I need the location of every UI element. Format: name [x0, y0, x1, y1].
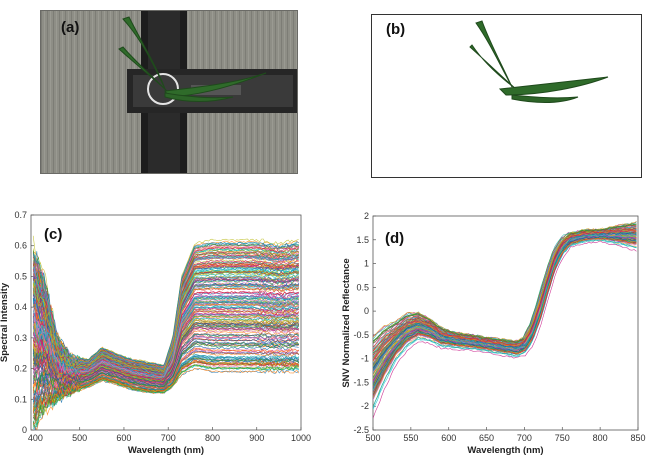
chart-c-svg: 400 500 600 700 800 900 1000 0 0.1 0.2 0.3 0.4 0.5 0.…	[0, 210, 311, 456]
y-tick-label: 0.2	[14, 364, 27, 374]
segmented-leaf	[469, 20, 609, 103]
x-tick-label: 600	[441, 433, 456, 443]
segmented-panel-b: (b)	[371, 14, 642, 178]
spectrum-line	[32, 306, 300, 380]
y-tick-label: 0	[22, 425, 27, 435]
y-tick-label: -2	[361, 401, 369, 411]
x-tick-label: 550	[403, 433, 418, 443]
y-tick-label: 0.5	[14, 271, 27, 281]
y-tick-label: -1.5	[353, 377, 369, 387]
spectrum-line	[32, 360, 299, 412]
chart-d: 500 550 600 650 700 750 800 850 -2.5 -2 -1.5 -1 -0.5…	[325, 205, 650, 462]
snv-line	[373, 223, 637, 344]
leaf-photo	[41, 11, 297, 173]
y-tick-label: 0.6	[14, 241, 27, 251]
x-tick-label: 600	[116, 433, 131, 443]
snv-line	[373, 235, 637, 382]
snv-line	[373, 221, 637, 342]
y-tick-label: 1.5	[356, 235, 369, 245]
snv-line	[373, 239, 637, 408]
x-tick-label: 750	[555, 433, 570, 443]
y-tick-label: 1	[364, 259, 369, 269]
x-tick-label: 700	[161, 433, 176, 443]
spectrum-line	[33, 361, 300, 425]
series-group	[373, 221, 637, 419]
x-tick-label: 400	[28, 433, 43, 443]
spectrum-line	[33, 326, 299, 385]
chart-d-svg: 500 550 600 650 700 750 800 850 -2.5 -2 -1.5 -1 -0.5…	[341, 211, 646, 456]
panel-label-b: (b)	[386, 21, 406, 38]
spectrum-line	[32, 364, 299, 428]
spectrum-line	[32, 284, 299, 375]
spectrum-line	[32, 318, 299, 382]
x-tick-label: 1000	[291, 433, 311, 443]
snv-line	[373, 223, 637, 344]
spectrum-line	[32, 349, 299, 402]
x-tick-label: 500	[72, 433, 87, 443]
panel-label-a: (a)	[61, 19, 80, 36]
y-tick-label: 0.3	[14, 333, 27, 343]
snv-line	[373, 227, 637, 356]
series-group	[32, 235, 300, 430]
x-tick-label: 900	[249, 433, 264, 443]
x-tick-label: 800	[593, 433, 608, 443]
chart-c: 400 500 600 700 800 900 1000 0 0.1 0.2 0.3 0.4 0.5 0.…	[0, 205, 318, 462]
spectrum-line	[32, 256, 299, 370]
x-tick-label: 800	[205, 433, 220, 443]
x-axis-title: Wavelength (nm)	[467, 445, 543, 456]
photo-panel-a: (a)	[40, 10, 298, 174]
y-axis-title: SNV Normalized Reflectance	[341, 258, 352, 387]
sample-ring	[147, 73, 179, 105]
y-tick-label: 2	[364, 211, 369, 221]
panel-label-c: (c)	[44, 226, 62, 243]
snv-line	[373, 235, 637, 389]
y-tick-label: 0.1	[14, 394, 27, 404]
spectrum-line	[32, 341, 300, 391]
y-tick-label: 0.5	[356, 282, 369, 292]
spectrum-line	[32, 271, 299, 373]
x-tick-label: 650	[479, 433, 494, 443]
y-axis-title: Spectral Intensity	[0, 282, 10, 362]
spectrum-line	[32, 322, 299, 383]
snv-line	[373, 227, 637, 356]
y-tick-label: -1	[361, 354, 369, 364]
panel-label-d: (d)	[385, 230, 404, 247]
leaf-shape	[469, 20, 609, 103]
spectrum-line	[32, 241, 299, 367]
y-tick-label: 0.4	[14, 302, 27, 312]
x-tick-label: 500	[365, 433, 380, 443]
x-tick-label: 850	[630, 433, 645, 443]
snv-line	[373, 240, 637, 419]
y-tick-label: 0	[364, 306, 369, 316]
y-tick-label: 0.7	[14, 210, 27, 220]
y-tick-label: -0.5	[353, 330, 369, 340]
snv-line	[373, 232, 637, 371]
snv-line	[373, 224, 637, 344]
x-tick-label: 700	[517, 433, 532, 443]
y-tick-label: -2.5	[353, 425, 369, 435]
snv-line	[373, 237, 637, 398]
spectrum-line	[33, 332, 300, 388]
x-axis-title: Wavelength (nm)	[128, 445, 204, 456]
leaf-shape	[118, 16, 267, 102]
